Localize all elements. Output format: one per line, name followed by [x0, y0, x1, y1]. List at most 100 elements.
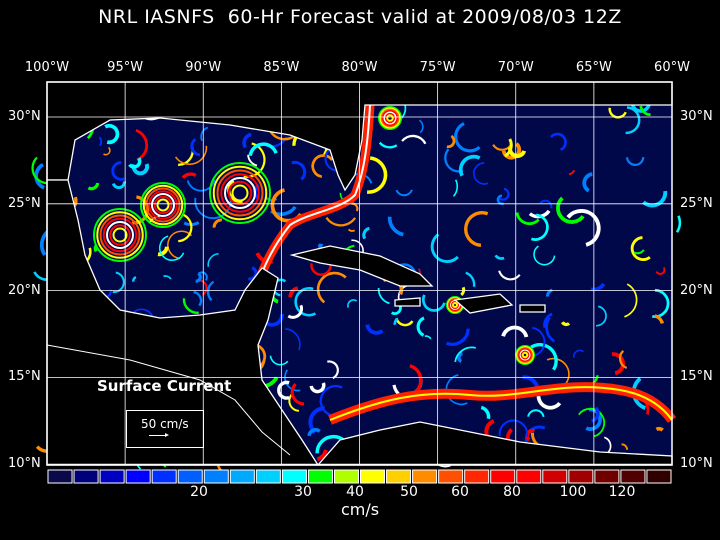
current-streak	[327, 360, 339, 380]
longitude-label: 90°W	[185, 60, 222, 75]
eddy-ring	[516, 346, 534, 364]
eddy-ring	[231, 184, 249, 202]
current-streak	[103, 146, 111, 156]
current-streak	[325, 216, 357, 227]
mexico-central-america-land	[46, 179, 320, 466]
current-streak	[457, 351, 464, 363]
current-streak	[128, 157, 142, 169]
colorbar-swatch	[412, 469, 438, 484]
current-streak	[309, 382, 326, 394]
current-streak	[387, 216, 404, 237]
colorbar-swatch	[281, 469, 307, 484]
latitude-label-right: 20°N	[680, 282, 713, 298]
current-streak	[460, 286, 466, 297]
eddy-ring	[452, 302, 458, 308]
latitude-label-left: 15°N	[8, 369, 41, 385]
eddy-ring	[106, 221, 134, 249]
current-streak	[288, 393, 300, 412]
colorbar-swatch	[438, 469, 464, 484]
colorbar-swatch	[516, 469, 542, 484]
current-streak	[611, 352, 625, 376]
current-streak	[347, 228, 356, 232]
eddy-ring	[96, 211, 144, 259]
current-streak	[362, 226, 370, 240]
longitude-label: 60°W	[654, 60, 690, 75]
eddy-ring	[156, 198, 170, 212]
colorbar-swatch	[73, 469, 99, 484]
current-streak	[247, 154, 258, 167]
colorbar-swatch	[490, 469, 516, 484]
colorbar-tick-label: 120	[608, 484, 636, 500]
current-streak	[530, 213, 549, 241]
current-streak	[291, 160, 307, 181]
eddy-ring	[384, 112, 396, 124]
current-streak	[530, 343, 558, 371]
current-streak	[347, 299, 358, 308]
eddy-ring	[212, 165, 268, 221]
colorbar-unit: cm/s	[340, 500, 380, 519]
colorbar-tick-label: 80	[503, 484, 521, 500]
current-streak	[498, 419, 529, 438]
longitude-label: 75°W	[419, 60, 456, 75]
reference-vector-label: 50 cm/s	[141, 417, 189, 431]
current-streak	[287, 304, 303, 319]
colorbar-swatch	[255, 469, 281, 484]
latitude-label-right: 30°N	[680, 109, 713, 124]
colorbar-swatch	[229, 469, 255, 484]
current-streak	[288, 286, 299, 298]
current-streak	[186, 179, 216, 192]
current-streak	[277, 380, 290, 400]
colorbar-tick-label: 20	[190, 484, 208, 500]
current-streak	[111, 161, 125, 181]
current-streak	[311, 154, 334, 179]
reference-arrow-icon	[149, 433, 169, 437]
map-title: NRL IASNFS 60-Hr Forecast valid at 2009/…	[98, 6, 622, 28]
current-streak	[242, 132, 252, 149]
current-streak	[452, 179, 459, 197]
eddy-ring	[148, 190, 178, 220]
current-streak	[111, 181, 126, 190]
current-streak	[98, 136, 103, 147]
eddy-ring	[224, 177, 256, 209]
current-streak	[446, 134, 456, 149]
current-streak	[316, 271, 347, 304]
eddy-ring	[220, 173, 260, 213]
latitude-label-right: 10°N	[680, 456, 713, 472]
eddy-ring	[140, 182, 186, 228]
current-streak	[464, 211, 489, 248]
current-streak	[625, 106, 641, 135]
current-streak	[675, 215, 682, 233]
current-streak	[430, 233, 459, 263]
latitude-label-right: 25°N	[680, 195, 713, 211]
colorbar-swatch	[464, 469, 490, 484]
current-streak	[498, 270, 521, 281]
current-streak	[174, 145, 208, 165]
colorbar-swatch	[360, 469, 386, 484]
current-streak	[157, 246, 169, 257]
current-streak	[269, 355, 289, 366]
current-streak	[458, 154, 481, 177]
current-streak	[317, 243, 324, 249]
current-streak	[393, 317, 399, 325]
current-streak	[624, 283, 638, 318]
current-streak	[536, 396, 562, 410]
current-streak	[178, 213, 193, 243]
eddy-ring	[380, 108, 400, 128]
current-streak	[618, 349, 628, 369]
puerto-rico-land	[519, 304, 546, 313]
latitude-label-right: 15°N	[680, 369, 713, 385]
eddy-ring	[153, 195, 173, 215]
colorbar-swatch	[542, 469, 568, 484]
colorbar-swatch	[151, 469, 177, 484]
current-streak	[200, 126, 209, 141]
eddy-ring	[145, 187, 181, 223]
current-streak	[132, 276, 137, 282]
current-streak	[515, 212, 540, 226]
current-streak	[497, 187, 510, 201]
current-streak	[633, 249, 645, 255]
colorbar-tick-label: 30	[294, 484, 312, 500]
current-streak	[207, 253, 219, 267]
current-streak	[112, 271, 125, 294]
pacific-coastline	[46, 344, 291, 456]
